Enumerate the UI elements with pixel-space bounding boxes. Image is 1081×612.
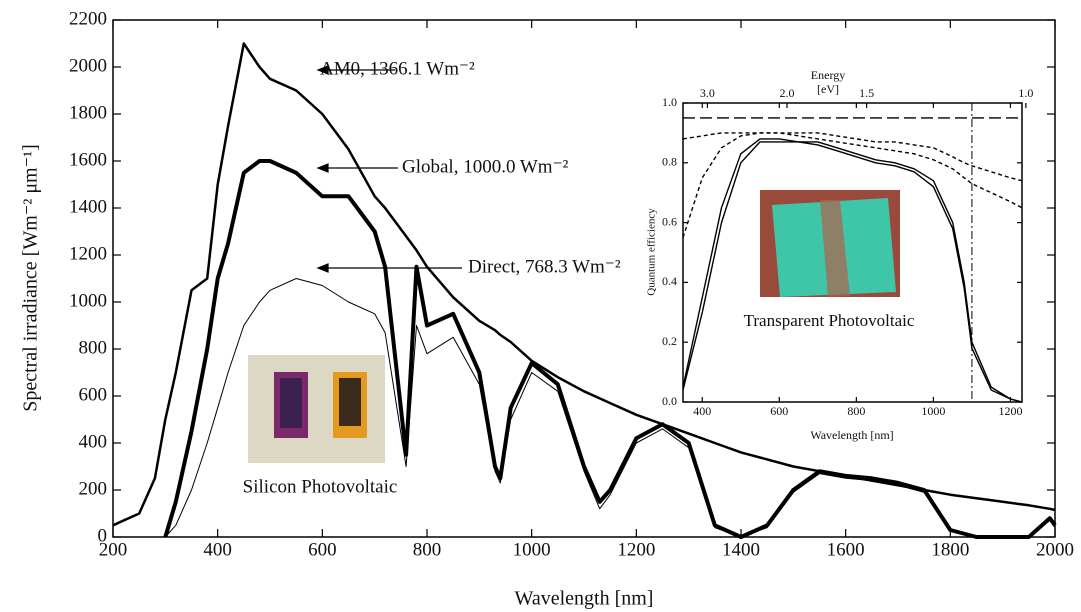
photo-caption: Silicon Photovoltaic [243, 476, 398, 497]
x-tick-label: 1000 [921, 404, 945, 418]
x-tick-label: 800 [413, 539, 442, 560]
x-tick-label: 400 [203, 539, 232, 560]
x-tick-label: 1400 [722, 539, 760, 560]
y-tick-label: 1000 [69, 290, 107, 311]
annotation: Direct, 768.3 Wm⁻² [468, 256, 621, 277]
series-line [682, 132, 1023, 182]
y-tick-label: 1800 [69, 102, 107, 123]
x-tick-label: 1200 [998, 404, 1022, 418]
y-tick-label: 1.0 [662, 95, 677, 109]
y-tick-label: 400 [79, 431, 108, 452]
inset-y-axis-label: Quantum efficiency [646, 208, 658, 296]
y-tick-label: 0.6 [662, 214, 677, 228]
plot-frame [682, 102, 1023, 403]
y-tick-label: 1400 [69, 196, 107, 217]
y-tick-label: 0.8 [662, 155, 677, 169]
x2-tick-label: 1.5 [859, 86, 874, 100]
y-tick-label: 2000 [69, 55, 107, 76]
x-tick-label: 200 [99, 539, 128, 560]
series-line [682, 132, 1023, 238]
inset-x-axis-label: Wavelength [nm] [810, 428, 893, 442]
x-tick-label: 800 [847, 404, 865, 418]
x-tick-label: 600 [308, 539, 337, 560]
x-tick-label: 400 [693, 404, 711, 418]
silicon-photo [248, 355, 385, 463]
x-tick-label: 1600 [827, 539, 865, 560]
x2-tick-label: 2.0 [780, 86, 795, 100]
y-axis-label: Spectral irradiance [Wm⁻² μm⁻¹] [20, 144, 42, 412]
y-tick-label: 2200 [69, 8, 107, 29]
x-tick-label: 600 [770, 404, 788, 418]
series-line [163, 159, 1057, 539]
y-tick-label: 0.4 [662, 274, 677, 288]
y-tick-label: 1200 [69, 243, 107, 264]
x-tick-label: 1000 [513, 539, 551, 560]
y-tick-label: 0.2 [662, 334, 677, 348]
y-tick-label: 200 [79, 478, 108, 499]
series-line [164, 278, 1056, 538]
series-line [682, 138, 1023, 403]
y-tick-label: 800 [79, 337, 108, 358]
annotation: AM0, 1366.1 Wm⁻² [320, 58, 475, 79]
x-axis-label: Wavelength [nm] [515, 588, 654, 610]
annotation: Global, 1000.0 Wm⁻² [402, 156, 569, 177]
inset-caption: Transparent Photovoltaic [744, 311, 915, 330]
y-tick-label: 0.0 [662, 394, 677, 408]
y-tick-label: 1600 [69, 149, 107, 170]
x2-axis-unit: [eV] [817, 82, 839, 96]
series-line [682, 141, 1023, 403]
x2-tick-label: 3.0 [700, 86, 715, 100]
x-tick-label: 1800 [931, 539, 969, 560]
y-tick-label: 0 [98, 525, 108, 546]
x2-axis-label: Energy [811, 68, 845, 82]
x-tick-label: 1200 [617, 539, 655, 560]
x-tick-label: 2000 [1036, 539, 1074, 560]
y-tick-label: 600 [79, 384, 108, 405]
x2-tick-label: 1.0 [1018, 86, 1033, 100]
inset-photo [760, 190, 900, 297]
plot-frame [112, 19, 1056, 538]
